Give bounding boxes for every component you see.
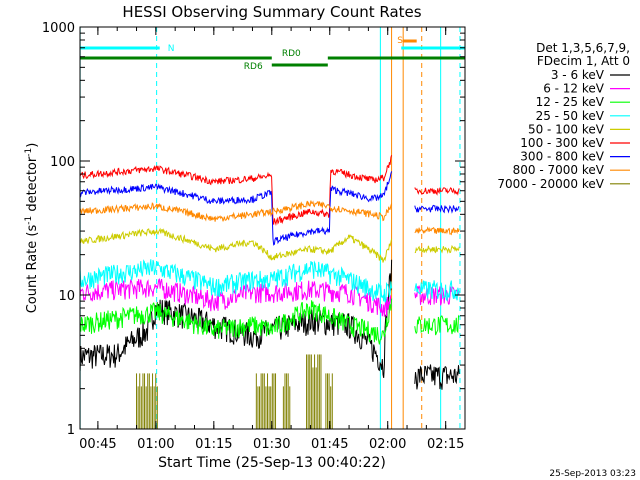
legend-header: Det 1,3,5,6,7,9,: [536, 41, 630, 55]
footer-timestamp: 25-Sep-2013 03:23: [549, 469, 636, 479]
series-line-50 - 100 keV-late: [414, 244, 460, 254]
series-line-12 - 25 keV-late: [414, 314, 460, 336]
series-line-6 - 12 keV: [79, 278, 393, 317]
y-label-part2: detector: [25, 156, 40, 216]
series-line-800 - 7000 keV-late: [414, 226, 460, 236]
series-line-12 - 25 keV: [79, 298, 393, 345]
y-label-part3: ): [25, 143, 40, 148]
data-series: [79, 155, 460, 429]
chart-title: HESSI Observing Summary Count Rates: [122, 3, 421, 21]
x-tick-label: 01:30: [253, 437, 290, 452]
legend-entry-label: 25 - 50 keV: [536, 109, 605, 123]
legend-entry-label: 100 - 300 keV: [520, 136, 604, 150]
legend-header: FDecim 1, Att 0: [537, 54, 630, 68]
x-tick-label: 02:15: [427, 437, 464, 452]
plot-frame: [79, 26, 466, 430]
legend-entry-label: 6 - 12 keV: [543, 82, 605, 96]
series-line-300 - 800 keV-late: [414, 204, 460, 214]
legend: Det 1,3,5,6,7,9,FDecim 1, Att 03 - 6 keV…: [497, 41, 630, 191]
legend-entry-label: 7000 - 20000 keV: [497, 177, 604, 191]
state-label: RD6: [244, 62, 263, 72]
y-tick-label: 100: [50, 155, 75, 170]
attenuator-label: N: [168, 44, 175, 54]
x-tick-label: 01:45: [311, 437, 348, 452]
x-tick-label: 02:00: [369, 437, 406, 452]
series-line-50 - 100 keV: [79, 227, 393, 263]
y-tick-label: 1000: [42, 21, 75, 36]
y-label-part1: Count Rate (s: [25, 225, 40, 314]
y-tick-label: 1: [67, 423, 75, 438]
series-line-100 - 300 keV: [79, 155, 393, 226]
x-tick-label: 01:00: [137, 437, 174, 452]
status-bars: N S RD0 RD6: [80, 36, 465, 72]
axis-ticks: 00:45 01:00 01:15 01:30 01:45 02:00 02:15 1 10 10…: [42, 21, 466, 452]
y-label-sup2: -1: [24, 148, 34, 157]
legend-entry-label: 800 - 7000 keV: [513, 163, 605, 177]
legend-entry-label: 300 - 800 keV: [520, 150, 604, 164]
y-tick-label: 10: [58, 289, 75, 304]
series-line-100 - 300 keV-late: [414, 187, 460, 196]
y-axis-label: Count Rate (s-1 detector-1): [24, 143, 40, 314]
x-axis-label: Start Time (25-Sep-13 00:40:22): [158, 455, 386, 471]
x-tick-label: 00:45: [79, 437, 116, 452]
legend-entry-label: 50 - 100 keV: [528, 122, 605, 136]
series-line-25 - 50 keV-late: [414, 280, 460, 302]
y-label-sup1: -1: [24, 216, 34, 225]
series-line-25 - 50 keV: [79, 259, 393, 303]
x-tick-label: 01:15: [195, 437, 232, 452]
legend-entry-label: 12 - 25 keV: [536, 95, 605, 109]
vertical-markers: [79, 27, 461, 429]
attenuator-label: S: [397, 36, 403, 46]
legend-entry-label: 3 - 6 keV: [551, 68, 605, 82]
series-line-3 - 6 keV-late: [414, 364, 460, 390]
state-label: RD0: [282, 49, 301, 59]
series-line-3 - 6 keV: [79, 259, 393, 378]
series-line-300 - 800 keV: [79, 171, 393, 246]
series-line-800 - 7000 keV: [79, 200, 393, 222]
